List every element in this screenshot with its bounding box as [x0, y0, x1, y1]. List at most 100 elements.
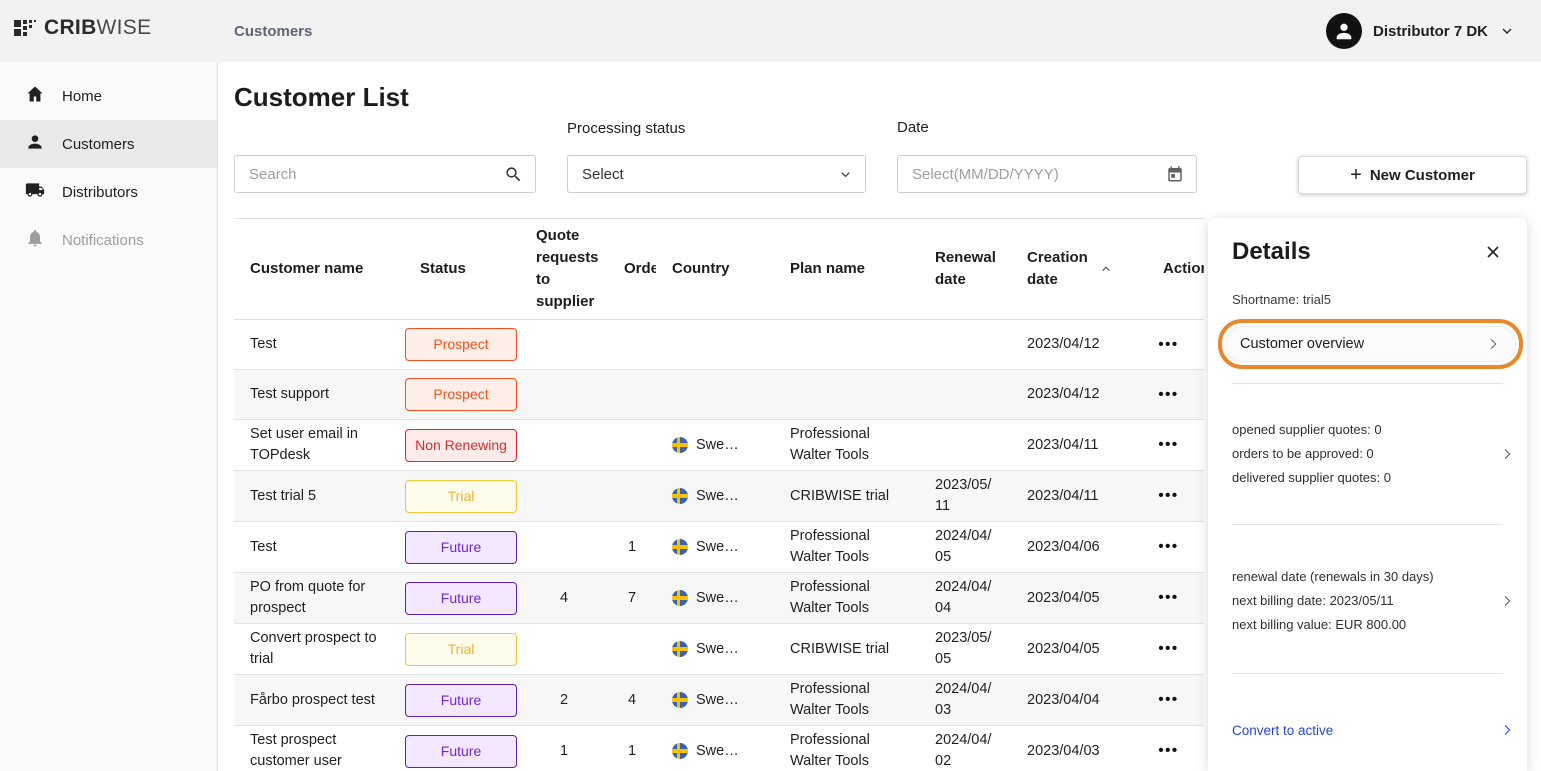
divider [1232, 673, 1503, 674]
plan-name-cell [774, 370, 919, 420]
new-customer-label: New Customer [1370, 167, 1475, 184]
billing-group: renewal date (renewals in 30 days) next … [1232, 565, 1503, 637]
creation-date-cell: 2023/04/06 [1011, 522, 1129, 573]
search-icon[interactable] [504, 165, 523, 184]
table-row[interactable]: Test trial 5 Trial Swe… CRIBWISE trial 2… [234, 471, 1204, 522]
more-actions-button[interactable]: ••• [1158, 691, 1178, 708]
processing-status-label: Processing status [567, 120, 685, 137]
status-badge: Prospect [405, 378, 517, 411]
close-icon[interactable] [1483, 242, 1503, 262]
topbar-page-title: Customers [234, 23, 312, 40]
quote-requests-cell [520, 370, 608, 420]
more-actions-button[interactable]: ••• [1158, 538, 1178, 555]
sidebar-item-distributors[interactable]: Distributors [0, 168, 217, 216]
col-country[interactable]: Country [656, 219, 774, 320]
truck-icon [25, 180, 45, 204]
sweden-flag-icon [672, 488, 688, 504]
customer-name-cell: Test prospect customer user [234, 726, 404, 771]
sidebar-item-label: Customers [62, 136, 135, 153]
plan-name-cell: Professional Walter Tools [774, 522, 919, 573]
page-title: Customer List [234, 82, 409, 113]
orders-cell [608, 320, 656, 370]
customer-name-cell: Fårbo prospect test [234, 675, 404, 726]
customer-name-cell: Set user email in TOPdesk [234, 420, 404, 471]
date-label: Date [897, 119, 929, 136]
col-customer-name[interactable]: Customer name [234, 219, 404, 320]
sidebar-item-label: Distributors [62, 184, 138, 201]
chevron-right-icon[interactable] [1499, 593, 1515, 609]
table-row[interactable]: Fårbo prospect test Future 2 4 Swe… Prof… [234, 675, 1204, 726]
more-actions-button[interactable]: ••• [1158, 487, 1178, 504]
processing-status-select[interactable]: Select [567, 155, 866, 193]
table-row[interactable]: Test prospect customer user Future 1 1 S… [234, 726, 1204, 771]
status-badge: Non Renewing [405, 429, 517, 462]
table-row[interactable]: PO from quote for prospect Future 4 7 Sw… [234, 573, 1204, 624]
renewal-date-cell: 2024/04/ 02 [919, 726, 1011, 771]
plan-name-cell: CRIBWISE trial [774, 471, 919, 522]
plan-name-cell: CRIBWISE trial [774, 624, 919, 675]
more-actions-button[interactable]: ••• [1158, 589, 1178, 606]
home-icon [25, 84, 45, 108]
chevron-right-icon[interactable] [1499, 446, 1515, 462]
plan-name-cell: Professional Walter Tools [774, 675, 919, 726]
date-field [897, 155, 1197, 193]
table-row[interactable]: Test Prospect 2023/04/12 ••• [234, 320, 1204, 370]
country-label: Swe… [696, 588, 739, 609]
status-badge: Prospect [405, 328, 517, 361]
person-icon [25, 132, 45, 156]
col-renewal-date[interactable]: Renewal date [919, 219, 1011, 320]
col-creation-date[interactable]: Creation date [1011, 219, 1129, 320]
col-action: Action [1129, 219, 1204, 320]
col-status[interactable]: Status [404, 219, 520, 320]
sidebar-item-notifications[interactable]: Notifications [0, 216, 217, 264]
avatar [1326, 13, 1362, 49]
sweden-flag-icon [672, 437, 688, 453]
more-actions-button[interactable]: ••• [1158, 386, 1178, 403]
col-orders[interactable]: Orders [608, 219, 656, 320]
more-actions-button[interactable]: ••• [1158, 640, 1178, 657]
creation-date-cell: 2023/04/11 [1011, 471, 1129, 522]
creation-date-cell: 2023/04/04 [1011, 675, 1129, 726]
quote-requests-cell: 1 [520, 726, 608, 771]
customer-overview-button[interactable]: Customer overview [1225, 326, 1516, 362]
date-input[interactable] [898, 156, 1166, 192]
col-plan-name[interactable]: Plan name [774, 219, 919, 320]
sweden-flag-icon [672, 743, 688, 759]
table-row[interactable]: Set user email in TOPdesk Non Renewing S… [234, 420, 1204, 471]
cribwise-grid-icon [13, 16, 37, 40]
calendar-icon[interactable] [1166, 165, 1184, 183]
next-billing-date: next billing date: 2023/05/11 [1232, 589, 1485, 613]
more-actions-button[interactable]: ••• [1158, 336, 1178, 353]
country-label: Swe… [696, 741, 739, 762]
orders-cell [608, 624, 656, 675]
more-actions-button[interactable]: ••• [1158, 742, 1178, 759]
convert-to-active-link[interactable]: Convert to active [1232, 722, 1503, 738]
customer-name-cell: Test [234, 522, 404, 573]
sidebar-item-home[interactable]: Home [0, 72, 217, 120]
new-customer-button[interactable]: + New Customer [1298, 156, 1527, 194]
quote-requests-cell [520, 624, 608, 675]
plan-name-cell: Professional Walter Tools [774, 420, 919, 471]
quote-requests-cell: 4 [520, 573, 608, 624]
customer-name-cell: PO from quote for prospect [234, 573, 404, 624]
status-badge: Future [405, 582, 517, 615]
table-row[interactable]: Convert prospect to trial Trial Swe… CRI… [234, 624, 1204, 675]
sweden-flag-icon [672, 590, 688, 606]
country-label: Swe… [696, 639, 739, 660]
user-menu[interactable]: Distributor 7 DK [1326, 13, 1515, 49]
renewal-date-cell: 2023/05/ 05 [919, 624, 1011, 675]
more-actions-button[interactable]: ••• [1158, 436, 1178, 453]
table-row[interactable]: Test support Prospect 2023/04/12 ••• [234, 370, 1204, 420]
search-field [234, 155, 536, 193]
sort-ascending-icon[interactable] [1099, 262, 1113, 276]
country-label: Swe… [696, 690, 739, 711]
col-quote-requests[interactable]: Quote requests to supplier [520, 219, 608, 320]
orders-cell: 1 [608, 726, 656, 771]
quote-requests-cell [520, 471, 608, 522]
search-input[interactable] [235, 156, 504, 192]
creation-date-cell: 2023/04/11 [1011, 420, 1129, 471]
creation-date-cell: 2023/04/05 [1011, 624, 1129, 675]
convert-to-active-label: Convert to active [1232, 723, 1333, 738]
table-row[interactable]: Test Future 1 Swe… Professional Walter T… [234, 522, 1204, 573]
sidebar-item-customers[interactable]: Customers [0, 120, 217, 168]
